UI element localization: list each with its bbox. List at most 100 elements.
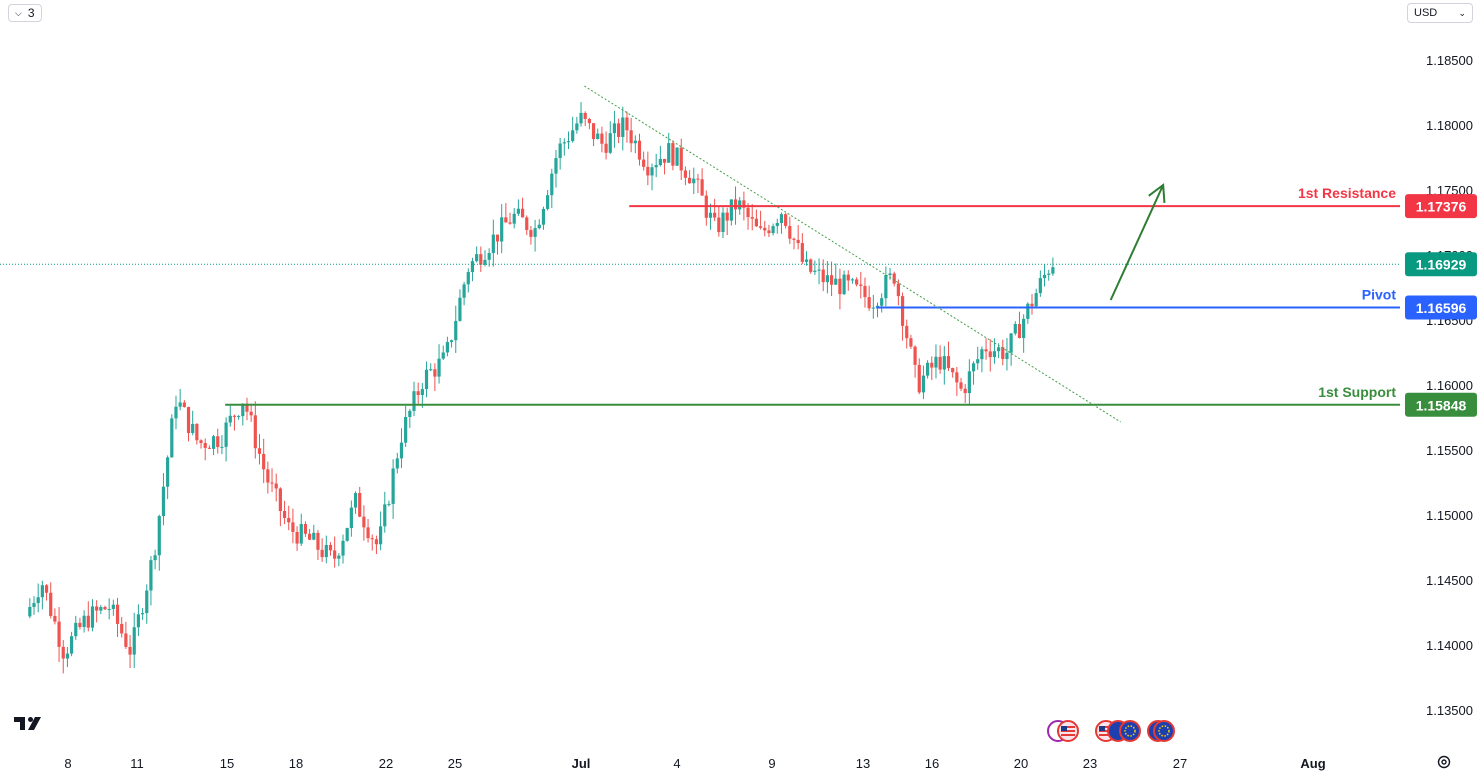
candle-body <box>95 606 99 611</box>
candle-body <box>408 410 412 417</box>
candle-body <box>391 468 395 504</box>
candle-body <box>153 555 157 561</box>
candle-body <box>829 275 834 285</box>
x-tick-label: 11 <box>130 756 144 771</box>
candle-body <box>646 166 650 176</box>
candle-body <box>583 112 587 119</box>
candle-body <box>650 167 654 176</box>
candle-body <box>349 507 353 529</box>
candle-body <box>700 179 704 196</box>
candle-body <box>383 504 387 527</box>
candle-body <box>191 423 195 433</box>
candle-body <box>420 389 424 395</box>
candle-body <box>308 533 312 540</box>
candle-body <box>813 270 817 272</box>
candle-body <box>612 123 617 134</box>
candle-body <box>926 362 930 376</box>
interval-button[interactable]: ⌵ 3 <box>8 4 42 22</box>
economic-event-flag-icon[interactable] <box>1046 719 1082 743</box>
candle-body <box>529 230 533 237</box>
candle-body <box>775 223 779 227</box>
economic-event-flag-icon[interactable] <box>1094 719 1144 743</box>
candle-body <box>880 298 884 306</box>
candle-body <box>600 133 604 144</box>
projection-arrow-head <box>1148 183 1166 204</box>
candle-body <box>967 371 971 394</box>
candle-body <box>132 627 136 655</box>
candle-body <box>458 297 462 321</box>
x-tick-label: 23 <box>1083 756 1097 771</box>
candle-body <box>1034 293 1038 307</box>
candle-body <box>633 140 637 144</box>
y-tick-label: 1.14500 <box>1426 573 1473 588</box>
candle-body <box>537 224 541 229</box>
candle-body <box>1013 324 1017 334</box>
candle-body <box>504 217 508 223</box>
candle-body <box>946 356 951 369</box>
candle-body <box>103 606 107 610</box>
candle-body <box>617 123 621 137</box>
candle-body <box>742 200 746 208</box>
candle-body <box>32 603 36 607</box>
candle-body <box>445 342 450 353</box>
candle-body <box>850 279 855 281</box>
candle-body <box>884 275 888 299</box>
candle-body <box>241 403 245 417</box>
candle-body <box>295 531 299 544</box>
economic-event-flag-icon[interactable] <box>1146 719 1178 743</box>
candle-body <box>867 297 871 309</box>
candle-body <box>253 415 257 449</box>
candle-body <box>520 208 525 218</box>
trendline <box>584 85 1121 423</box>
candle-body <box>470 261 475 273</box>
candle-body <box>896 283 900 297</box>
candle-body <box>625 117 629 131</box>
currency-selector[interactable]: USD ⌄ <box>1407 3 1473 23</box>
candle-body <box>378 526 383 545</box>
candle-body <box>863 285 867 298</box>
candle-body <box>462 284 466 298</box>
tradingview-logo[interactable] <box>14 714 48 732</box>
candle-body <box>74 622 78 637</box>
current-price-label: 1.16929 <box>1416 257 1467 273</box>
candle-body <box>729 199 733 221</box>
candle-body <box>713 212 717 218</box>
y-tick-label: 1.18000 <box>1426 118 1473 133</box>
candle-body <box>291 522 295 532</box>
gear-icon[interactable] <box>1436 754 1452 770</box>
candle-body <box>178 402 182 407</box>
price-axis[interactable]: 1.185001.180001.175001.170001.165001.160… <box>1405 53 1477 718</box>
x-tick-label: 22 <box>379 756 393 771</box>
x-tick-label: 20 <box>1014 756 1028 771</box>
candle-body <box>750 217 754 219</box>
candle-body <box>508 222 512 224</box>
time-axis[interactable]: 8 11 15 18 22 25 Jul 4 9 13 16 20 23 27 Aug <box>64 756 1325 771</box>
candle-body <box>579 112 583 124</box>
candle-body <box>683 170 688 178</box>
candle-body <box>203 443 207 448</box>
candle-body <box>779 214 784 224</box>
candle-body <box>49 592 53 616</box>
candle-body <box>195 423 199 441</box>
candle-body <box>466 272 470 285</box>
candle-body <box>1047 273 1051 275</box>
candle-body <box>696 178 700 180</box>
candle-body <box>124 633 128 647</box>
candle-body <box>437 358 441 377</box>
candle-body <box>1038 278 1042 294</box>
candle-body <box>658 158 662 166</box>
candle-body <box>328 544 333 551</box>
candle-body <box>951 368 955 373</box>
candle-body <box>333 550 337 559</box>
level-price-label: 1.15848 <box>1416 397 1467 413</box>
y-tick-label: 1.13500 <box>1426 703 1473 718</box>
candle-body <box>796 239 800 244</box>
candle-body <box>959 382 963 389</box>
candle-body <box>817 269 821 271</box>
candle-body <box>53 615 57 622</box>
interval-label: 3 <box>27 6 35 20</box>
candle-body <box>721 212 725 233</box>
candle-body <box>792 238 796 240</box>
candle-body <box>433 369 437 377</box>
